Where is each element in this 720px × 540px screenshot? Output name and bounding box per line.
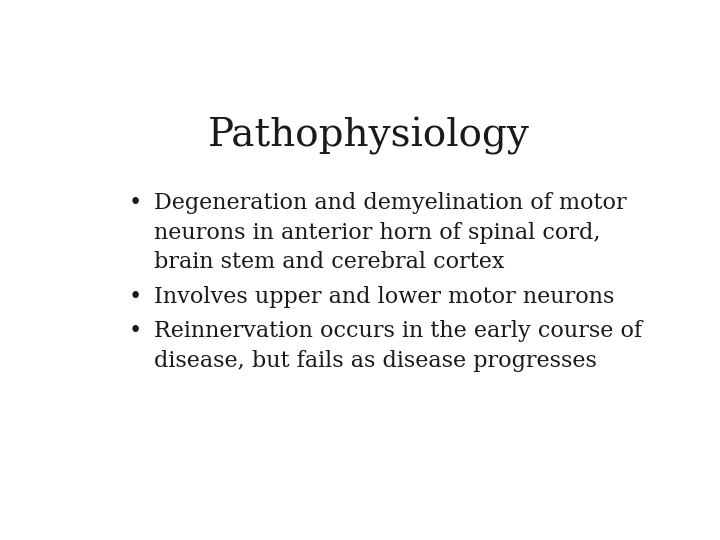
- Text: neurons in anterior horn of spinal cord,: neurons in anterior horn of spinal cord,: [154, 221, 600, 244]
- Text: brain stem and cerebral cortex: brain stem and cerebral cortex: [154, 252, 505, 273]
- Text: •: •: [129, 320, 143, 342]
- Text: disease, but fails as disease progresses: disease, but fails as disease progresses: [154, 349, 597, 372]
- Text: Degeneration and demyelination of motor: Degeneration and demyelination of motor: [154, 192, 627, 214]
- Text: Involves upper and lower motor neurons: Involves upper and lower motor neurons: [154, 286, 615, 308]
- Text: •: •: [129, 192, 143, 214]
- Text: Pathophysiology: Pathophysiology: [208, 117, 530, 155]
- Text: Reinnervation occurs in the early course of: Reinnervation occurs in the early course…: [154, 320, 642, 342]
- Text: •: •: [129, 286, 143, 308]
